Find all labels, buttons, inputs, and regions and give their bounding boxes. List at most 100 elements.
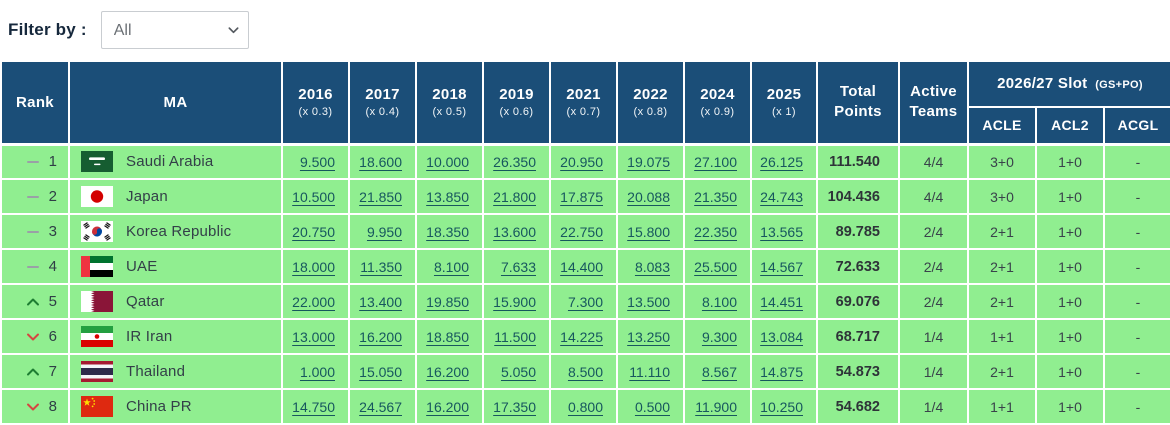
country-flag-icon [81, 361, 113, 382]
score-link[interactable]: 14.750 [292, 398, 335, 415]
score-cell-2016: 20.750 [281, 213, 350, 250]
country-flag-icon [81, 326, 113, 347]
ma-cell: China PR [68, 388, 283, 425]
score-link[interactable]: 10.000 [426, 153, 469, 170]
score-link[interactable]: 18.600 [359, 153, 402, 170]
score-link[interactable]: 11.350 [360, 258, 402, 275]
score-link[interactable]: 19.850 [426, 293, 469, 310]
score-link[interactable]: 16.200 [426, 363, 469, 380]
score-link[interactable]: 11.110 [629, 363, 670, 380]
score-link[interactable]: 13.500 [627, 293, 670, 310]
year-multiplier: (x 0.6) [499, 106, 534, 119]
score-cell-2018: 18.850 [415, 318, 484, 355]
score-link[interactable]: 9.500 [299, 153, 335, 170]
score-link[interactable]: 18.850 [426, 328, 469, 345]
slot-acl2-cell: 1+0 [1035, 318, 1105, 355]
header-acle: ACLE [967, 106, 1037, 145]
header-year-2016: 2016 (x 0.3) [281, 60, 350, 145]
score-link[interactable]: 11.900 [695, 398, 737, 415]
score-cell-2017: 18.600 [348, 142, 417, 180]
ma-cell: UAE [68, 248, 283, 285]
score-link[interactable]: 21.850 [359, 188, 402, 205]
score-link[interactable]: 24.743 [760, 188, 803, 205]
score-link[interactable]: 15.050 [359, 363, 402, 380]
score-link[interactable]: 22.350 [694, 223, 737, 240]
score-link[interactable]: 11.500 [494, 328, 536, 345]
year-multiplier: (x 0.9) [700, 106, 735, 119]
total-points-cell: 89.785 [816, 213, 900, 250]
score-link[interactable]: 20.750 [292, 223, 335, 240]
score-link[interactable]: 22.000 [292, 293, 335, 310]
filter-bar: Filter by : All [0, 0, 1170, 60]
score-cell-2019: 17.350 [482, 388, 551, 425]
score-link[interactable]: 19.075 [627, 153, 670, 170]
score-cell-2019: 5.050 [482, 353, 551, 390]
score-link[interactable]: 14.400 [560, 258, 603, 275]
score-link[interactable]: 16.200 [359, 328, 402, 345]
country-flag-icon [81, 151, 113, 173]
score-link[interactable]: 20.088 [627, 188, 670, 205]
slot-acle-cell: 2+1 [967, 213, 1037, 250]
active-teams-cell: 2/4 [898, 248, 969, 285]
ma-cell: IR Iran [68, 318, 283, 355]
score-link[interactable]: 14.451 [760, 293, 803, 310]
filter-select[interactable]: All [100, 11, 249, 49]
rank-cell: 3 [0, 213, 70, 250]
score-link[interactable]: 13.000 [292, 328, 335, 345]
score-link[interactable]: 8.100 [433, 258, 469, 275]
score-link[interactable]: 9.950 [366, 223, 402, 240]
year-label: 2017 [365, 86, 400, 104]
rank-trend-icon [26, 225, 40, 239]
score-link[interactable]: 26.125 [760, 153, 803, 170]
score-cell-2018: 10.000 [415, 142, 484, 180]
score-link[interactable]: 27.100 [694, 153, 737, 170]
score-link[interactable]: 8.500 [567, 363, 603, 380]
score-link[interactable]: 7.300 [567, 293, 603, 310]
score-link[interactable]: 17.875 [560, 188, 603, 205]
header-active-teams: Active Teams [898, 60, 969, 145]
score-link[interactable]: 13.084 [760, 328, 803, 345]
score-link[interactable]: 13.400 [359, 293, 402, 310]
score-link[interactable]: 22.750 [560, 223, 603, 240]
score-link[interactable]: 9.300 [701, 328, 737, 345]
score-link[interactable]: 16.200 [426, 398, 469, 415]
score-link[interactable]: 0.800 [567, 398, 603, 415]
score-link[interactable]: 13.600 [493, 223, 536, 240]
country-name: UAE [126, 258, 158, 275]
table-row: 5 Qatar 22.000 13.400 19.850 15.900 7.30… [0, 283, 1170, 320]
score-link[interactable]: 15.800 [627, 223, 670, 240]
score-link[interactable]: 21.800 [493, 188, 536, 205]
score-link[interactable]: 8.100 [701, 293, 737, 310]
score-link[interactable]: 18.000 [292, 258, 335, 275]
score-link[interactable]: 17.350 [493, 398, 536, 415]
score-link[interactable]: 14.225 [560, 328, 603, 345]
score-link[interactable]: 24.567 [359, 398, 402, 415]
score-cell-2022: 13.500 [616, 283, 685, 320]
rank-cell: 6 [0, 318, 70, 355]
score-link[interactable]: 13.850 [426, 188, 469, 205]
score-link[interactable]: 0.500 [634, 398, 670, 415]
score-link[interactable]: 1.000 [299, 363, 335, 380]
score-link[interactable]: 10.500 [292, 188, 335, 205]
score-link[interactable]: 26.350 [493, 153, 536, 170]
score-cell-2025: 13.565 [750, 213, 818, 250]
score-cell-2021: 0.800 [549, 388, 618, 425]
rank-trend-icon [26, 400, 40, 414]
score-link[interactable]: 13.250 [627, 328, 670, 345]
score-link[interactable]: 14.875 [760, 363, 803, 380]
score-link[interactable]: 7.633 [500, 258, 536, 275]
score-link[interactable]: 20.950 [560, 153, 603, 170]
score-cell-2016: 9.500 [281, 142, 350, 180]
score-cell-2018: 19.850 [415, 283, 484, 320]
score-link[interactable]: 15.900 [493, 293, 536, 310]
score-link[interactable]: 13.565 [760, 223, 803, 240]
score-link[interactable]: 25.500 [694, 258, 737, 275]
active-teams-cell: 1/4 [898, 318, 969, 355]
score-link[interactable]: 8.083 [634, 258, 670, 275]
score-link[interactable]: 18.350 [426, 223, 469, 240]
score-link[interactable]: 10.250 [760, 398, 803, 415]
score-link[interactable]: 21.350 [694, 188, 737, 205]
score-link[interactable]: 8.567 [701, 363, 737, 380]
score-link[interactable]: 14.567 [760, 258, 803, 275]
score-link[interactable]: 5.050 [500, 363, 536, 380]
